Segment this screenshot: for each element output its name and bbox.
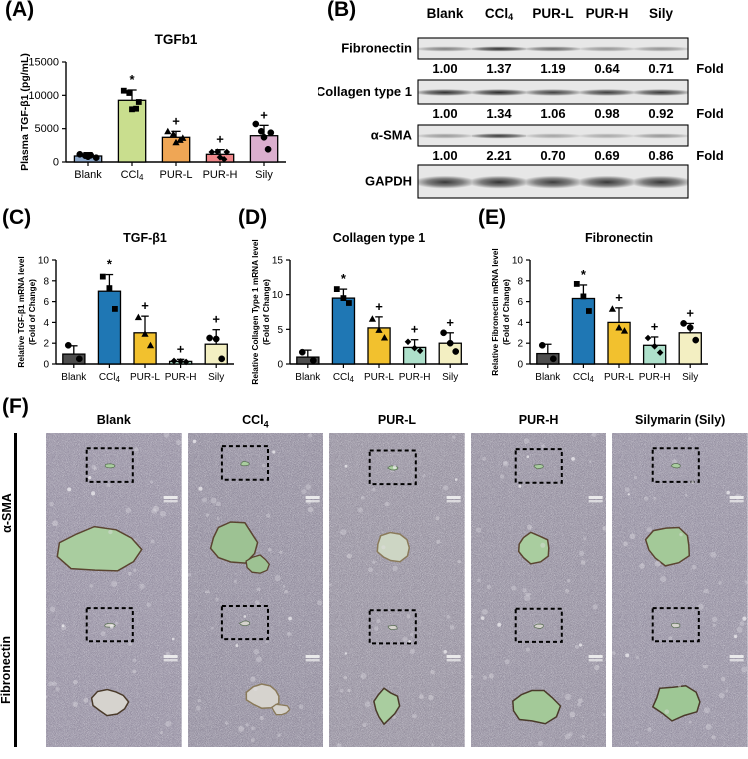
svg-text:15: 15 (272, 256, 284, 267)
svg-text:PUR-L: PUR-L (364, 372, 394, 383)
svg-text:Blank: Blank (427, 6, 464, 21)
svg-text:+: + (260, 107, 268, 122)
svg-text:Collagen type 1: Collagen type 1 (318, 84, 412, 99)
svg-text:Fibronectin: Fibronectin (585, 231, 653, 245)
svg-text:Blank: Blank (74, 169, 102, 181)
svg-text:PUR-L: PUR-L (130, 372, 160, 383)
svg-text:1.37: 1.37 (486, 61, 511, 76)
svg-text:α-SMA: α-SMA (371, 128, 413, 143)
svg-text:Sily: Sily (255, 169, 273, 181)
svg-text:0.64: 0.64 (594, 61, 620, 76)
svg-text:10000: 10000 (28, 90, 59, 102)
svg-text:15000: 15000 (28, 57, 59, 69)
svg-text:*: * (581, 267, 587, 282)
svg-text:CCl4: CCl4 (573, 372, 595, 384)
svg-text:TGFb1: TGFb1 (155, 32, 198, 47)
svg-text:+: + (411, 322, 419, 337)
svg-text:2.21: 2.21 (486, 148, 511, 163)
svg-text:1.06: 1.06 (540, 106, 565, 121)
svg-text:10: 10 (272, 290, 284, 301)
svg-text:Relative Collagen Type 1 mRNA: Relative Collagen Type 1 mRNA level (250, 239, 260, 384)
svg-text:4: 4 (517, 318, 523, 329)
svg-text:Blank: Blank (535, 372, 561, 383)
svg-text:4: 4 (43, 318, 49, 329)
svg-text:+: + (686, 305, 694, 320)
svg-text:Fibronectin: Fibronectin (341, 41, 412, 56)
svg-text:+: + (375, 299, 383, 314)
svg-text:PUR-H: PUR-H (399, 372, 431, 383)
svg-text:0.70: 0.70 (540, 148, 565, 163)
svg-text:(Fold of Change): (Fold of Change) (261, 279, 271, 345)
svg-text:PUR-L: PUR-L (604, 372, 634, 383)
svg-text:+: + (651, 319, 659, 334)
svg-text:+: + (212, 312, 220, 327)
svg-text:0.86: 0.86 (648, 148, 673, 163)
svg-text:0: 0 (53, 157, 59, 169)
svg-text:PUR-H: PUR-H (203, 169, 238, 181)
svg-text:1.19: 1.19 (540, 61, 565, 76)
svg-text:0.92: 0.92 (648, 106, 673, 121)
svg-text:GAPDH: GAPDH (365, 174, 412, 189)
svg-text:1.00: 1.00 (432, 106, 457, 121)
svg-text:5: 5 (277, 325, 283, 336)
svg-text:0: 0 (277, 360, 283, 371)
svg-text:Relative Fibronectin mRNA leve: Relative Fibronectin mRNA level (490, 248, 500, 375)
svg-text:0.69: 0.69 (594, 148, 619, 163)
svg-text:Sily: Sily (649, 6, 674, 21)
svg-text:*: * (341, 271, 347, 286)
svg-text:5000: 5000 (35, 123, 59, 135)
svg-text:(Fold of Change): (Fold of Change) (27, 279, 37, 345)
svg-text:CCl4: CCl4 (121, 169, 144, 182)
svg-text:1.00: 1.00 (432, 148, 457, 163)
svg-text:PUR-H: PUR-H (165, 372, 197, 383)
svg-text:0: 0 (517, 360, 523, 371)
svg-text:Blank: Blank (295, 372, 321, 383)
svg-text:TGF-β1: TGF-β1 (123, 231, 167, 245)
svg-text:PUR-H: PUR-H (586, 6, 629, 21)
svg-text:0: 0 (43, 360, 49, 371)
svg-text:+: + (615, 290, 623, 305)
svg-text:Collagen type 1: Collagen type 1 (333, 231, 425, 245)
svg-text:10: 10 (38, 256, 50, 267)
svg-text:6: 6 (517, 297, 523, 308)
svg-text:8: 8 (43, 276, 49, 287)
svg-text:Fold: Fold (696, 106, 723, 121)
svg-text:PUR-L: PUR-L (532, 6, 573, 21)
svg-text:+: + (177, 341, 185, 356)
svg-text:10: 10 (512, 256, 524, 267)
svg-text:+: + (141, 298, 149, 313)
svg-text:0.98: 0.98 (594, 106, 619, 121)
svg-text:Fold: Fold (696, 148, 723, 163)
svg-text:Plasma TGF-β1 (pg/mL): Plasma TGF-β1 (pg/mL) (19, 53, 31, 171)
svg-text:2: 2 (43, 339, 49, 350)
svg-text:8: 8 (517, 276, 523, 287)
svg-text:Relative TGF-β1 mRNA level: Relative TGF-β1 mRNA level (16, 256, 26, 367)
svg-text:Sily: Sily (682, 372, 698, 383)
svg-text:+: + (216, 132, 224, 147)
svg-text:2: 2 (517, 339, 523, 350)
svg-text:*: * (107, 257, 113, 272)
svg-text:CCl4: CCl4 (333, 372, 355, 384)
svg-text:1.34: 1.34 (486, 106, 512, 121)
svg-text:PUR-H: PUR-H (639, 372, 671, 383)
svg-text:+: + (172, 113, 180, 128)
svg-text:(Fold of Change): (Fold of Change) (501, 279, 511, 345)
svg-text:Fold: Fold (696, 61, 723, 76)
svg-text:CCl4: CCl4 (485, 6, 513, 22)
svg-text:1.00: 1.00 (432, 61, 457, 76)
svg-text:PUR-L: PUR-L (159, 169, 192, 181)
svg-text:6: 6 (43, 297, 49, 308)
svg-text:+: + (446, 315, 454, 330)
svg-text:Sily: Sily (208, 372, 224, 383)
svg-text:CCl4: CCl4 (99, 372, 121, 384)
svg-text:Blank: Blank (61, 372, 87, 383)
svg-text:*: * (129, 72, 135, 87)
svg-text:0.71: 0.71 (648, 61, 673, 76)
svg-text:Sily: Sily (442, 372, 458, 383)
